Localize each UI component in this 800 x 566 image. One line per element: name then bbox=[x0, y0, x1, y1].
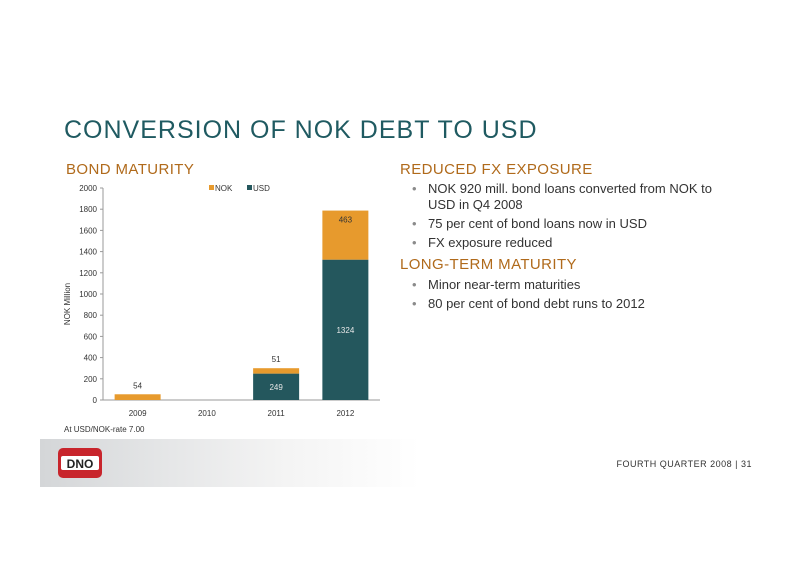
list-item: • 75 per cent of bond loans now in USD bbox=[412, 216, 732, 232]
logo-text: DNO bbox=[67, 457, 94, 471]
bullet-text: 80 per cent of bond debt runs to 2012 bbox=[428, 296, 645, 311]
fx-exposure-list: • NOK 920 mill. bond loans converted from… bbox=[412, 181, 732, 254]
logo-band bbox=[40, 439, 420, 487]
bond-maturity-heading: BOND MATURITY bbox=[66, 161, 195, 178]
legend-swatch-nok bbox=[209, 185, 214, 190]
data-label-usd-2011: 249 bbox=[269, 383, 283, 392]
y-tick-label: 2000 bbox=[79, 184, 97, 193]
y-tick-label: 800 bbox=[84, 311, 98, 320]
y-tick-label: 1600 bbox=[79, 226, 97, 235]
x-tick-label: 2010 bbox=[198, 409, 216, 418]
rate-footnote: At USD/NOK-rate 7.00 bbox=[64, 425, 145, 434]
x-tick-label: 2012 bbox=[336, 409, 354, 418]
list-item: • Minor near-term maturities bbox=[412, 277, 732, 293]
bullet-text: FX exposure reduced bbox=[428, 235, 553, 250]
bullet-icon: • bbox=[412, 216, 417, 231]
data-label-nok-2012: 463 bbox=[339, 216, 353, 225]
bond-maturity-chart: 0 200 400 600 800 1000 1200 1400 1600 1800 2000 NOK… bbox=[63, 184, 380, 418]
data-label-nok-2011: 51 bbox=[272, 355, 281, 364]
bullet-icon: • bbox=[412, 235, 417, 250]
long-term-maturity-heading: LONG-TERM MATURITY bbox=[400, 256, 577, 273]
y-tick-label: 1800 bbox=[79, 205, 97, 214]
dno-logo: DNO bbox=[58, 448, 102, 478]
bullet-text: 75 per cent of bond loans now in USD bbox=[428, 216, 647, 231]
bullet-icon: • bbox=[412, 181, 417, 196]
data-label-nok-2009: 54 bbox=[133, 381, 142, 390]
data-label-usd-2012: 1324 bbox=[336, 326, 354, 335]
y-tick-label: 400 bbox=[84, 354, 98, 363]
list-item: • NOK 920 mill. bond loans converted from… bbox=[412, 181, 732, 213]
y-tick-label: 1400 bbox=[79, 248, 97, 257]
legend-label-nok: NOK bbox=[215, 184, 233, 193]
y-tick-label: 600 bbox=[84, 332, 98, 341]
bar-nok-2011 bbox=[253, 368, 300, 374]
list-item: • 80 per cent of bond debt runs to 2012 bbox=[412, 296, 732, 312]
y-axis-title: NOK Million bbox=[63, 283, 72, 325]
slide-title: CONVERSION OF NOK DEBT TO USD bbox=[64, 116, 538, 144]
legend-label-usd: USD bbox=[253, 184, 270, 193]
y-tick-label: 1200 bbox=[79, 269, 97, 278]
bullet-text: NOK 920 mill. bond loans converted from … bbox=[428, 181, 712, 212]
legend-swatch-usd bbox=[247, 185, 252, 190]
fx-exposure-heading: REDUCED FX EXPOSURE bbox=[400, 161, 593, 178]
footer-page-label: FOURTH QUARTER 2008 | 31 bbox=[616, 459, 752, 469]
y-tick-label: 200 bbox=[84, 375, 98, 384]
long-term-maturity-list: • Minor near-term maturities • 80 per cent… bbox=[412, 277, 732, 315]
bar-nok-2009 bbox=[114, 394, 161, 400]
y-tick-label: 1000 bbox=[79, 290, 97, 299]
bar-usd-2011 bbox=[253, 373, 300, 400]
bullet-icon: • bbox=[412, 277, 417, 292]
bullet-text: Minor near-term maturities bbox=[428, 277, 581, 292]
x-tick-label: 2009 bbox=[129, 409, 147, 418]
bar-nok-2012 bbox=[322, 210, 369, 260]
x-tick-label: 2011 bbox=[268, 409, 286, 418]
y-tick-label: 0 bbox=[93, 396, 98, 405]
bullet-icon: • bbox=[412, 296, 417, 311]
bar-usd-2012 bbox=[322, 259, 369, 400]
list-item: • FX exposure reduced bbox=[412, 235, 732, 251]
